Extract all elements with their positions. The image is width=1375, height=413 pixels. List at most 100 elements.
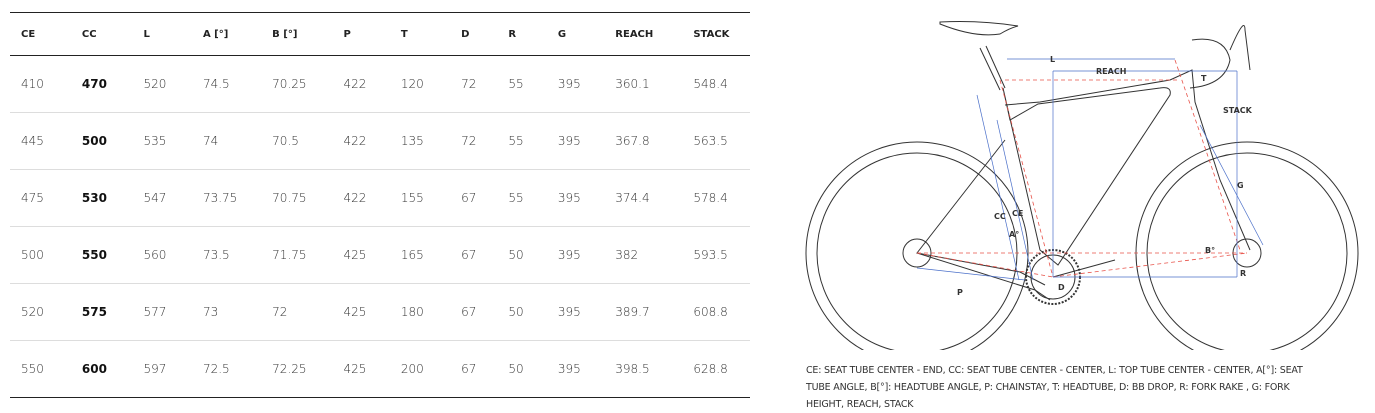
table-cell: 600 <box>70 340 133 398</box>
table-cell: 425 <box>332 226 390 284</box>
table-cell: 563.5 <box>682 112 750 170</box>
table-cell: 74.5 <box>191 55 262 113</box>
table-cell: 55 <box>497 112 547 170</box>
table-cell: 470 <box>70 55 133 113</box>
table-cell: 550 <box>70 226 133 284</box>
table-cell: 67 <box>450 226 498 284</box>
table-cell: 72 <box>450 112 498 170</box>
geometry-table: CE CC L A [°] B [°] P T D R G REACH STACK 410 470 520… <box>10 12 750 398</box>
column-header: R <box>497 12 547 56</box>
table-cell: 50 <box>497 226 547 284</box>
table-cell: 548.4 <box>682 55 750 113</box>
table-cell: 628.8 <box>682 340 750 398</box>
table-cell: 200 <box>389 340 451 398</box>
table-cell: 389.7 <box>604 283 683 341</box>
table-cell: 67 <box>450 169 498 227</box>
table-cell: 72.5 <box>191 340 262 398</box>
column-header: CE <box>10 12 71 56</box>
table-cell: 425 <box>332 283 390 341</box>
table-cell: 422 <box>332 55 390 113</box>
label-r: R <box>1240 269 1246 278</box>
table-cell: 71.75 <box>261 226 333 284</box>
table-cell: 500 <box>10 226 71 284</box>
table-cell: 55 <box>497 169 547 227</box>
table-cell: 382 <box>604 226 683 284</box>
table-cell: 560 <box>132 226 192 284</box>
table-cell: 547 <box>132 169 192 227</box>
table-cell: 135 <box>389 112 451 170</box>
table-cell: 165 <box>389 226 451 284</box>
table-cell: 410 <box>10 55 71 113</box>
handlebar <box>1189 25 1251 89</box>
table-cell: 577 <box>132 283 192 341</box>
table-cell: 55 <box>497 55 547 113</box>
table-header-row: CE CC L A [°] B [°] P T D R G REACH STACK <box>10 12 750 56</box>
table-cell: 50 <box>497 340 547 398</box>
table-row: 475 530 547 73.75 70.75 422 155 67 55 395 374.4 578… <box>10 169 750 227</box>
label-l: L <box>1050 55 1055 64</box>
table-cell: 73.5 <box>191 226 262 284</box>
column-header: STACK <box>682 12 750 56</box>
table-cell: 520 <box>132 55 192 113</box>
seatpost <box>979 45 1006 91</box>
label-a: A° <box>1009 230 1019 239</box>
table-cell: 395 <box>546 112 605 170</box>
table-cell: 395 <box>546 226 605 284</box>
front-wheel <box>1135 141 1359 350</box>
table-cell: 120 <box>389 55 451 113</box>
label-t: T <box>1201 74 1207 83</box>
table-cell: 180 <box>389 283 451 341</box>
table-cell: 73.75 <box>191 169 262 227</box>
label-ce: CE <box>1012 209 1023 218</box>
table-cell: 530 <box>70 169 133 227</box>
table-cell: 72 <box>450 55 498 113</box>
rear-wheel <box>805 141 1029 350</box>
table-cell: 395 <box>546 169 605 227</box>
table-cell: 597 <box>132 340 192 398</box>
column-header: CC <box>70 12 133 56</box>
label-p: P <box>957 288 963 297</box>
table-cell: 593.5 <box>682 226 750 284</box>
table-row: 445 500 535 74 70.5 422 135 72 55 395 367.8 563.5 <box>10 112 750 170</box>
table-cell: 535 <box>132 112 192 170</box>
table-cell: 608.8 <box>682 283 750 341</box>
column-header: T <box>389 12 451 56</box>
table-cell: 500 <box>70 112 133 170</box>
table-cell: 67 <box>450 283 498 341</box>
label-d: D <box>1058 283 1065 292</box>
table-cell: 422 <box>332 169 390 227</box>
table-row: 500 550 560 73.5 71.75 425 165 67 50 395 382 593.5 <box>10 226 750 284</box>
column-header: REACH <box>604 12 683 56</box>
table-cell: 360.1 <box>604 55 683 113</box>
bike-geometry-diagram: L REACH T STACK G CC CE A° B° R D P <box>805 21 1359 350</box>
table-row: 550 600 597 72.5 72.25 425 200 67 50 395 398.5 628.… <box>10 340 750 398</box>
table-cell: 395 <box>546 55 605 113</box>
table-row: 520 575 577 73 72 425 180 67 50 395 389.7 608.8 <box>10 283 750 341</box>
table-cell: 575 <box>70 283 133 341</box>
table-cell: 155 <box>389 169 451 227</box>
saddle <box>939 21 1019 36</box>
table-cell: 550 <box>10 340 71 398</box>
table-cell: 67 <box>450 340 498 398</box>
table-cell: 70.75 <box>261 169 333 227</box>
column-header: A [°] <box>191 12 262 56</box>
label-g: G <box>1237 181 1244 190</box>
table-cell: 73 <box>191 283 262 341</box>
table-cell: 70.25 <box>261 55 333 113</box>
table-row: 410 470 520 74.5 70.25 422 120 72 55 395 360.1 548.… <box>10 55 750 113</box>
label-cc: CC <box>994 212 1006 221</box>
table-cell: 72.25 <box>261 340 333 398</box>
table-cell: 395 <box>546 340 605 398</box>
column-header: B [°] <box>261 12 333 56</box>
label-reach: REACH <box>1096 67 1126 76</box>
table-cell: 422 <box>332 112 390 170</box>
table-cell: 520 <box>10 283 71 341</box>
label-stack: STACK <box>1223 106 1253 115</box>
table-cell: 425 <box>332 340 390 398</box>
table-cell: 475 <box>10 169 71 227</box>
column-header: G <box>546 12 605 56</box>
column-header: P <box>332 12 390 56</box>
label-b: B° <box>1205 246 1215 255</box>
table-cell: 578.4 <box>682 169 750 227</box>
column-header: L <box>132 12 192 56</box>
